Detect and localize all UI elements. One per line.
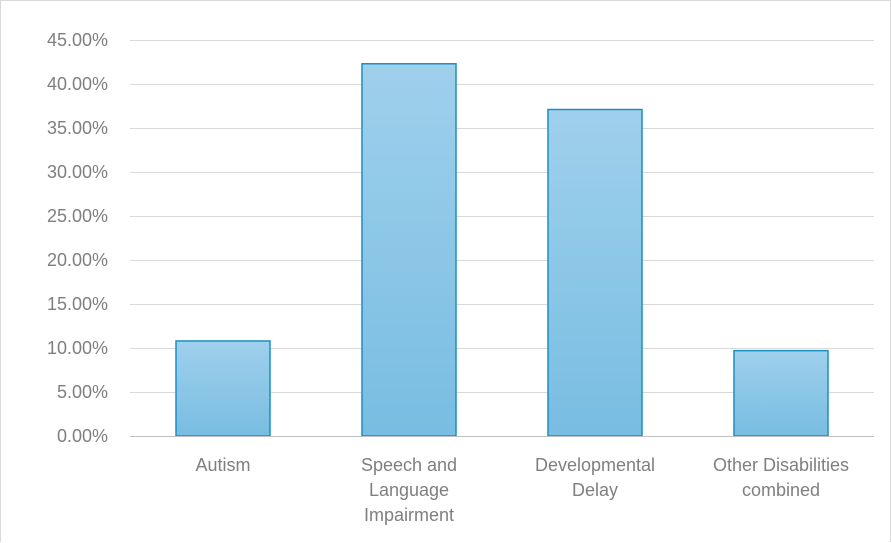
y-tick-label: 5.00%	[57, 382, 108, 402]
y-tick-label: 0.00%	[57, 426, 108, 446]
y-tick-label: 20.00%	[47, 250, 108, 270]
bar	[361, 63, 457, 437]
y-tick-label: 15.00%	[47, 294, 108, 314]
bar	[733, 349, 829, 437]
y-tick-label: 10.00%	[47, 338, 108, 358]
bar	[547, 108, 643, 437]
y-tick-label: 35.00%	[47, 118, 108, 138]
y-tick-label: 30.00%	[47, 162, 108, 182]
x-axis-category-labels: Autism Speech and Language Impairment Develo…	[195, 455, 849, 525]
y-tick-label: 25.00%	[47, 206, 108, 226]
bars	[175, 63, 829, 437]
bar	[175, 340, 271, 437]
x-category-label: Autism	[195, 455, 250, 475]
x-category-label: Developmental Delay	[535, 455, 655, 500]
x-category-label: Speech and Language Impairment	[361, 455, 457, 525]
y-tick-label: 40.00%	[47, 74, 108, 94]
y-tick-label: 45.00%	[47, 30, 108, 50]
gridlines	[130, 40, 874, 393]
x-category-label: Other Disabilities combined	[713, 455, 849, 500]
y-axis-tick-labels: 0.00% 5.00% 10.00% 15.00% 20.00% 25.00% 30.00%…	[47, 30, 108, 446]
